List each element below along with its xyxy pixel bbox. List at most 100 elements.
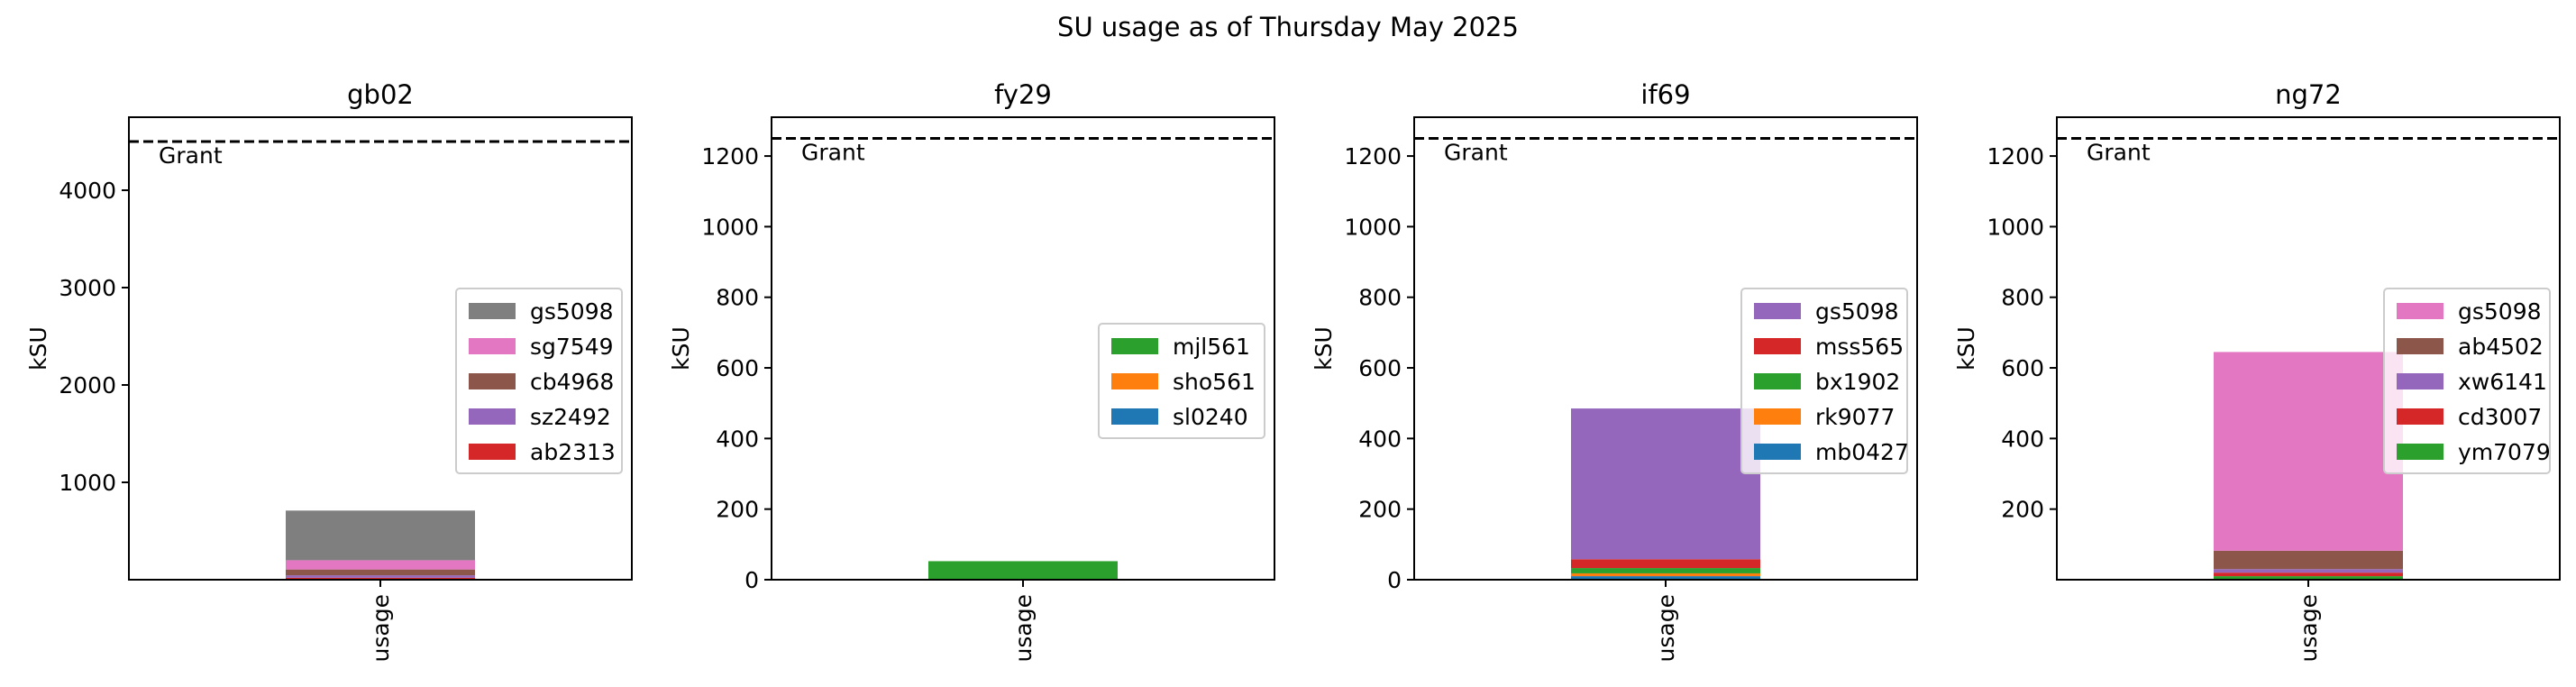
grant-label: Grant [159, 142, 223, 169]
y-tick-label: 600 [2001, 355, 2044, 381]
legend-swatch [469, 338, 516, 354]
panel-fy29: Grant 0 200 400 600 800 1000 1200 usage fy29 kSU mj… [668, 79, 1275, 662]
bar-segment-gs5098 [1571, 408, 1760, 560]
legend-label: xw6141 [2458, 369, 2547, 395]
y-tick-label: 600 [716, 355, 759, 381]
y-tick-label: 0 [1387, 567, 1402, 593]
y-tick-label: 4000 [59, 178, 116, 204]
panel-gb02: Grant 1000 2000 3000 4000 usage gb02 kSU gs5098 s… [25, 79, 633, 662]
bar-segment-bx1902 [1571, 568, 1760, 573]
legend-swatch [1111, 373, 1158, 389]
x-tick-label: usage [1010, 594, 1037, 662]
legend: gs5098 sg7549 cb4968 sz2492 ab2313 [455, 288, 623, 474]
panel-ng72: Grant 200 400 600 800 1000 1200 usage ng72 kSU gs5… [1953, 79, 2561, 662]
bar-segment-ab2313 [286, 577, 475, 580]
legend-label: sz2492 [530, 404, 611, 430]
legend: mjl561 sho561 sl0240 [1098, 323, 1265, 439]
legend-swatch [1754, 444, 1801, 460]
y-tick-label: 600 [1358, 355, 1402, 381]
y-tick-label: 1000 [1344, 214, 1402, 240]
y-tick-label: 400 [1358, 426, 1402, 452]
legend-label: gs5098 [1815, 298, 1899, 325]
y-tick-label: 200 [1358, 497, 1402, 523]
y-tick-label: 1000 [59, 470, 116, 496]
y-axis-label: kSU [25, 326, 51, 371]
legend-box [455, 288, 623, 474]
bar-segment-cb4968 [286, 569, 475, 576]
legend-swatch [1754, 303, 1801, 319]
panel-if69: Grant 0 200 400 600 800 1000 1200 usage if69 kSU gs… [1311, 79, 1918, 662]
bar-segment-gs5098 [286, 510, 475, 561]
y-tick-label: 3000 [59, 275, 116, 301]
legend-label: rk9077 [1815, 404, 1895, 430]
y-tick-label: 800 [716, 285, 759, 311]
chart-title: SU usage as of Thursday May 2025 [1057, 12, 1519, 42]
legend-label: gs5098 [2458, 298, 2542, 325]
bar-segment-cd3007 [2214, 572, 2403, 577]
legend-label: mjl561 [1173, 334, 1250, 360]
legend-swatch [1111, 338, 1158, 354]
legend-label: sl0240 [1173, 404, 1248, 430]
legend: gs5098 ab4502 xw6141 cd3007 ym7079 [2383, 288, 2551, 474]
legend-label: cd3007 [2458, 404, 2542, 430]
bar-segment-rk9077 [1571, 572, 1760, 577]
bar-segment-sz2492 [286, 575, 475, 578]
y-axis-label: kSU [1311, 326, 1337, 371]
y-tick-label: 200 [2001, 497, 2044, 523]
grant-label: Grant [801, 139, 865, 165]
legend-label: ab2313 [530, 439, 616, 465]
y-tick-label: 2000 [59, 372, 116, 398]
y-tick-label: 0 [744, 567, 759, 593]
legend-label: mb0427 [1815, 439, 1909, 465]
panel-title: fy29 [994, 79, 1052, 110]
legend: gs5098 mss565 bx1902 rk9077 mb0427 [1740, 288, 1909, 474]
legend-swatch [469, 444, 516, 460]
legend-label: bx1902 [1815, 369, 1900, 395]
bar-segment-ym7079 [2214, 576, 2403, 580]
legend-swatch [469, 303, 516, 319]
y-axis-label: kSU [668, 326, 694, 371]
y-tick-label: 1000 [701, 214, 759, 240]
legend-label: cb4968 [530, 369, 614, 395]
legend-swatch [1754, 408, 1801, 425]
y-tick-label: 1200 [1344, 143, 1402, 169]
legend-swatch [1754, 338, 1801, 354]
y-tick-label: 1200 [701, 143, 759, 169]
y-tick-label: 400 [2001, 426, 2044, 452]
bar-segment-mjl561 [928, 561, 1118, 580]
bar-segment-gs5098 [2214, 352, 2403, 551]
legend-swatch [1754, 373, 1801, 389]
panels: Grant1000200030004000usagegb02kSUgs5098s… [25, 79, 2561, 662]
x-tick-label: usage [2296, 594, 2322, 662]
legend-swatch [2397, 303, 2444, 319]
y-axis-label: kSU [1953, 326, 1979, 371]
bar-segment-xw6141 [2214, 569, 2403, 573]
legend-swatch [1111, 408, 1158, 425]
x-tick-label: usage [1653, 594, 1679, 662]
grant-label: Grant [1444, 139, 1508, 165]
y-tick-label: 800 [1358, 285, 1402, 311]
bar-segment-mss565 [1571, 559, 1760, 569]
legend-swatch [469, 373, 516, 389]
x-tick-label: usage [368, 594, 394, 662]
legend-box [1740, 288, 1908, 474]
legend-label: gs5098 [530, 298, 614, 325]
legend-label: mss565 [1815, 334, 1904, 360]
legend-swatch [469, 408, 516, 425]
y-tick-label: 400 [716, 426, 759, 452]
bar-segment-sg7549 [286, 560, 475, 570]
bar-segment-ab4502 [2214, 550, 2403, 570]
bar-segment-mb0427 [1571, 576, 1760, 580]
y-tick-label: 1200 [1987, 143, 2044, 169]
legend-label: ym7079 [2458, 439, 2551, 465]
legend-swatch [2397, 408, 2444, 425]
legend-box [2383, 288, 2551, 474]
panel-title: ng72 [2275, 79, 2342, 110]
y-tick-label: 800 [2001, 285, 2044, 311]
panel-title: gb02 [347, 79, 414, 110]
y-tick-label: 1000 [1987, 214, 2044, 240]
legend-swatch [2397, 373, 2444, 389]
legend-swatch [2397, 444, 2444, 460]
panel-title: if69 [1640, 79, 1690, 110]
